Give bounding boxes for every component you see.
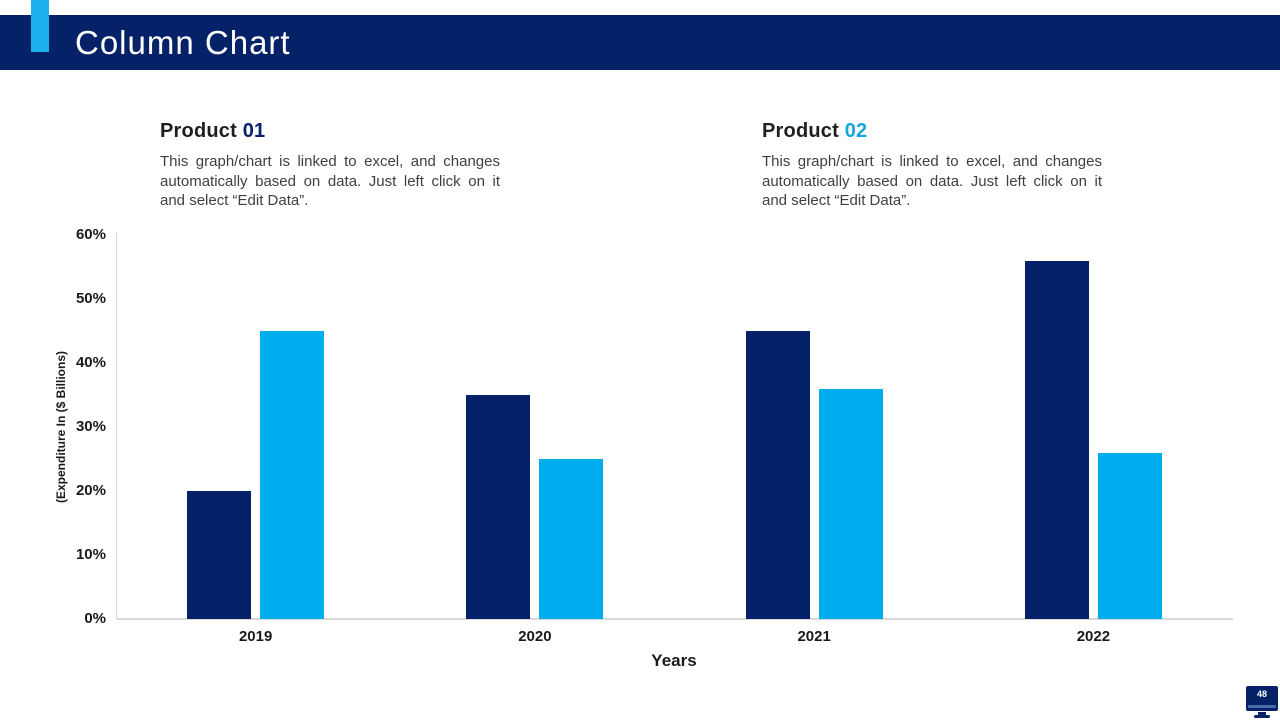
bar-product-01-2019 (187, 491, 252, 619)
y-tick-label: 10% (75, 546, 106, 563)
x-axis-category-label: 2021 (797, 628, 831, 645)
product-02-heading: Product 02 (762, 120, 1102, 143)
bar-product-01-2022 (1024, 260, 1089, 619)
x-axis-category-label: 2022 (1076, 628, 1111, 645)
page-title: Column Chart (75, 24, 291, 61)
y-tick-label: 40% (75, 354, 106, 371)
header-accent-bar (31, 0, 49, 52)
bar-product-02-2021 (818, 388, 883, 619)
product-01-heading: Product 01 (160, 120, 500, 143)
x-axis-title: Years (651, 651, 697, 670)
y-tick-label: 60% (75, 226, 106, 243)
slide-number-badge: 48 (1246, 686, 1278, 718)
product-02-block: Product 02 This graph/chart is linked to… (762, 120, 1102, 211)
y-axis-line (116, 233, 117, 619)
monitor-screen-strip (1248, 705, 1276, 708)
monitor-stand (1258, 712, 1266, 715)
bar-product-02-2020 (539, 459, 604, 619)
monitor-icon: 48 (1246, 686, 1278, 711)
product-02-number: 02 (844, 120, 868, 142)
x-axis-line (116, 618, 1233, 620)
product-01-label: Product (160, 120, 237, 142)
product-02-description: This graph/chart is linked to excel, and… (762, 153, 1102, 209)
bar-product-02-2019 (260, 331, 325, 619)
product-01-block: Product 01 This graph/chart is linked to… (160, 120, 500, 211)
x-axis-category-label: 2020 (518, 628, 552, 645)
slide-number: 48 (1256, 689, 1267, 699)
product-02-label: Product (762, 120, 839, 142)
x-axis-category-label: 2019 (238, 628, 273, 645)
bar-product-01-2020 (466, 395, 531, 619)
y-tick-label: 50% (75, 290, 106, 307)
bar-product-02-2022 (1097, 452, 1162, 619)
monitor-base (1254, 715, 1270, 718)
y-tick-label: 0% (84, 610, 106, 627)
product-01-number: 01 (242, 120, 266, 142)
y-tick-label: 20% (75, 482, 106, 499)
header-band: Column Chart (0, 15, 1280, 70)
bar-product-01-2021 (745, 331, 810, 619)
y-tick-label: 30% (75, 418, 106, 435)
product-01-description: This graph/chart is linked to excel, and… (160, 153, 500, 209)
